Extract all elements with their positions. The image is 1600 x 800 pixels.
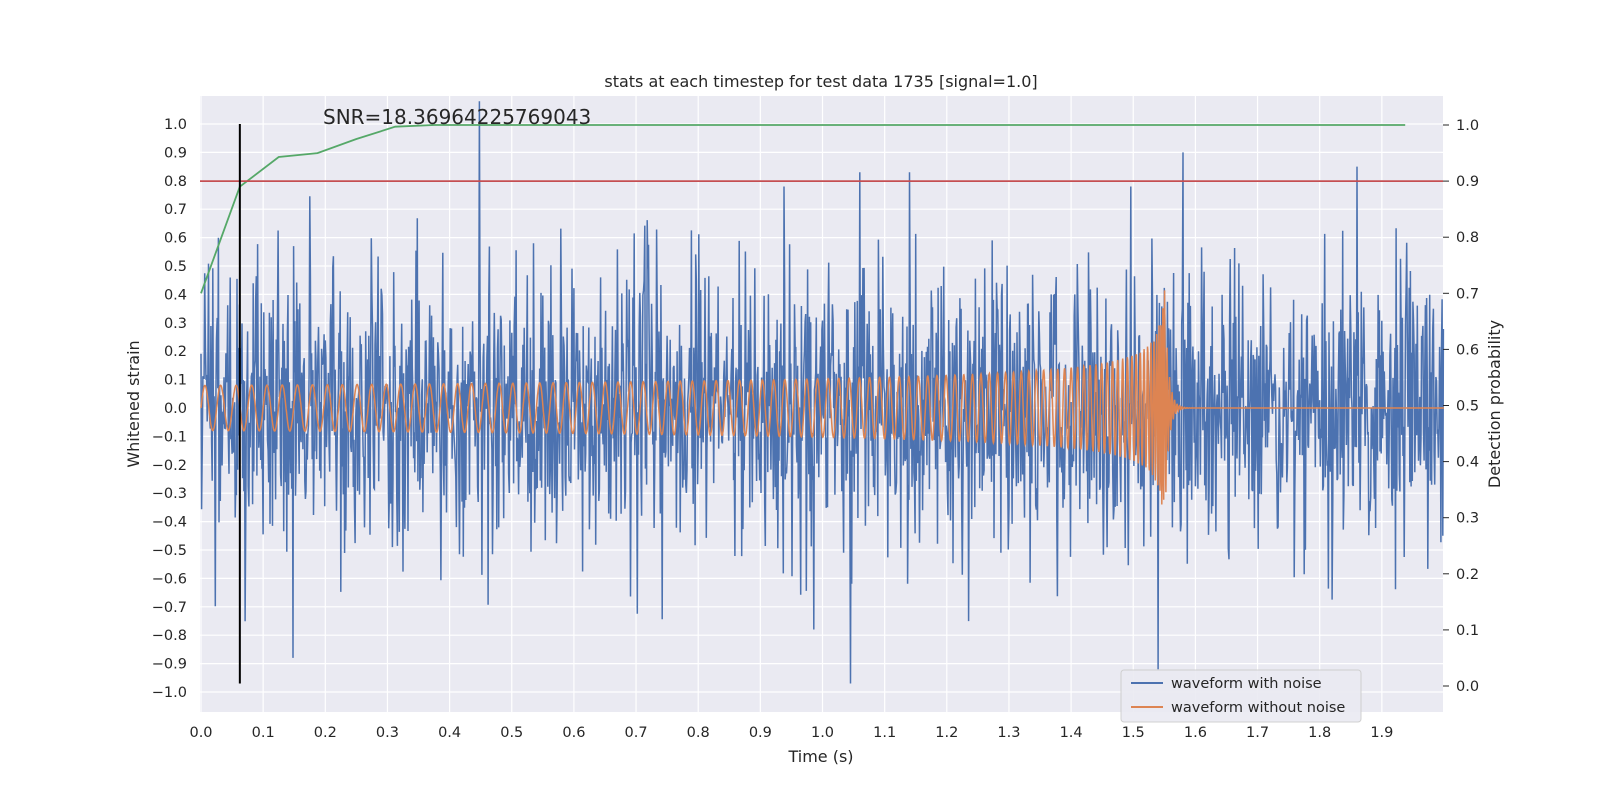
series-detection-probability [200, 124, 1406, 294]
y-tick-label: −0.5 [152, 543, 187, 559]
y2-tick-label: 0.1 [1456, 623, 1479, 639]
y2-tick-label: 0.4 [1456, 455, 1479, 471]
y-tick-label: −0.3 [152, 486, 187, 502]
data-series [200, 101, 1445, 684]
x-tick-label: 1.2 [935, 725, 958, 741]
y-tick-label: 0.8 [164, 174, 187, 190]
y-tick-label: 0.5 [164, 259, 187, 275]
x-tick-label: 1.7 [1246, 725, 1269, 741]
y2-axis-title: Detection probability [1485, 320, 1504, 488]
x-tick-label: 0.7 [625, 725, 648, 741]
x-tick-label: 1.9 [1370, 725, 1393, 741]
y-tick-label: 0.1 [164, 373, 187, 389]
y-tick-label: 1.0 [164, 117, 187, 133]
x-tick-label: 0.5 [500, 725, 523, 741]
chart-title: stats at each timestep for test data 173… [604, 72, 1037, 91]
legend-label-noise: waveform with noise [1171, 676, 1322, 692]
x-tick-label: 1.0 [811, 725, 834, 741]
x-tick-label: 0.0 [189, 725, 212, 741]
y-tick-label: −0.9 [152, 657, 187, 673]
y2-tick-label: 0.7 [1456, 286, 1479, 302]
y-tick-label: −0.7 [152, 600, 187, 616]
legend-label-clean: waveform without noise [1171, 700, 1345, 716]
x-tick-label: 0.4 [438, 725, 461, 741]
y-axis-title: Whitened strain [124, 340, 143, 467]
y-tick-label: 0.6 [164, 231, 187, 247]
legend: waveform with noise waveform without noi… [1120, 669, 1362, 723]
x-axis-title: Time (s) [787, 747, 853, 766]
y2-tick-label: 0.5 [1456, 399, 1479, 415]
y2-tick-label: 0.6 [1456, 342, 1479, 358]
y-tick-label: 0.0 [164, 401, 187, 417]
y2-tick-label: 1.0 [1456, 118, 1479, 134]
x-tick-label: 0.9 [749, 725, 772, 741]
x-tick-label: 1.8 [1308, 725, 1331, 741]
x-tick-label: 0.8 [687, 725, 710, 741]
x-tick-label: 1.5 [1122, 725, 1145, 741]
y-tick-label: 0.4 [164, 287, 187, 303]
y2-tick-label: 0.8 [1456, 230, 1479, 246]
x-tick-label: 0.3 [376, 725, 399, 741]
y2-tick-label: 0.9 [1456, 174, 1479, 190]
x-tick-label: 0.6 [562, 725, 585, 741]
y2-tick-label: 0.3 [1456, 511, 1479, 527]
x-tick-label: 1.6 [1184, 725, 1207, 741]
y-tick-label: −0.1 [152, 429, 187, 445]
y-tick-label: 0.2 [164, 344, 187, 360]
x-tick-label: 0.1 [252, 725, 275, 741]
y-tick-label: 0.3 [164, 316, 187, 332]
y-tick-label: −0.4 [152, 515, 187, 531]
y-tick-label: −0.6 [152, 571, 187, 587]
x-tick-label: 0.2 [314, 725, 337, 741]
y-tick-label: 0.9 [164, 145, 187, 161]
y-tick-label: −1.0 [152, 685, 187, 701]
x-tick-label: 1.3 [997, 725, 1020, 741]
y-tick-label: −0.2 [152, 458, 187, 474]
snr-annotation: SNR=18.36964225769043 [323, 105, 591, 129]
y-tick-label: 0.7 [164, 202, 187, 218]
series-waveform-with-noise [200, 101, 1445, 684]
ticks: 0.0 0.1 0.2 0.3 0.4 0.5 0.6 0.7 0.8 0.9 1.0 1.1 1.2 1… [152, 117, 1479, 741]
y-tick-label: −0.8 [152, 628, 187, 644]
y2-tick-label: 0.0 [1456, 679, 1479, 695]
x-tick-label: 1.1 [873, 725, 896, 741]
y2-tick-label: 0.2 [1456, 567, 1479, 583]
legend-box [1120, 669, 1362, 723]
series-waveform-without-noise [200, 290, 1444, 505]
x-tick-label: 1.4 [1060, 725, 1083, 741]
